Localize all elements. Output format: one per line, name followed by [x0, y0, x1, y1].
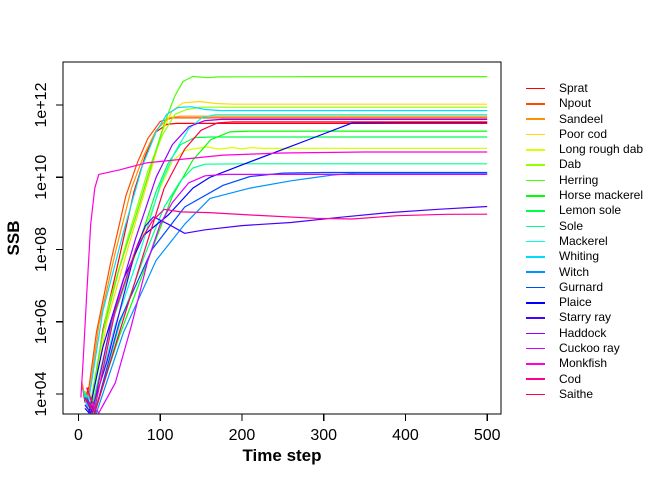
legend-label: Lemon sole: [559, 203, 622, 218]
legend-item: Saithe: [526, 387, 672, 402]
legend-line-swatch: [526, 210, 545, 212]
series-line-mackerel: [85, 114, 488, 412]
legend-item: Haddock: [526, 326, 672, 341]
legend-item: Cuckoo ray: [526, 341, 672, 356]
legend-line-swatch: [526, 302, 545, 304]
series-line-sole: [86, 163, 488, 414]
legend-item: Sprat: [526, 81, 672, 96]
legend-label: Long rough dab: [559, 142, 644, 157]
legend-item: Long rough dab: [526, 142, 672, 157]
legend-line-swatch: [526, 271, 545, 273]
legend-item: Cod: [526, 372, 672, 387]
legend-label: Dab: [559, 157, 582, 172]
legend-line-swatch: [526, 118, 545, 121]
legend: Sprat Npout Sandeel Poor cod Long rough dab D…: [526, 81, 672, 402]
x-tick-label: 300: [310, 427, 337, 444]
series-line-witch: [86, 172, 488, 414]
y-tick-label: 1e+10: [33, 155, 50, 200]
legend-label: Mackerel: [559, 233, 608, 248]
y-tick-label: 1e+04: [33, 371, 50, 416]
legend-label: Witch: [559, 264, 589, 279]
series-line-starry-ray: [84, 205, 488, 414]
y-axis-title: SSB: [4, 221, 23, 256]
legend-line-swatch: [526, 363, 545, 365]
legend-label: Horse mackerel: [559, 188, 644, 203]
legend-line-swatch: [526, 179, 545, 182]
legend-item: Mackerel: [526, 234, 672, 249]
legend-line-swatch: [526, 393, 545, 396]
legend-item: Poor cod: [526, 127, 672, 142]
legend-label: Poor cod: [559, 126, 608, 141]
legend-item: Sandeel: [526, 112, 672, 127]
legend-item: Dab: [526, 157, 672, 172]
series-line-herring: [84, 75, 488, 409]
legend-label: Sprat: [559, 81, 588, 95]
legend-label: Herring: [559, 172, 599, 187]
series-line-plaice: [84, 121, 488, 414]
series-line-gurnard: [86, 171, 488, 414]
series-lines: [80, 75, 488, 414]
y-tick-label: 1e+12: [33, 82, 50, 127]
legend-item: Horse mackerel: [526, 188, 672, 203]
series-line-whiting: [82, 106, 488, 409]
series-line-saithe: [86, 121, 488, 414]
legend-line-swatch: [526, 194, 545, 197]
legend-label: Sole: [559, 218, 584, 233]
legend-label: Monkfish: [559, 356, 608, 371]
legend-line-swatch: [526, 164, 545, 166]
legend-line-swatch: [526, 87, 545, 90]
legend-label: Plaice: [559, 295, 592, 310]
legend-item: Starry ray: [526, 310, 672, 325]
legend-label: Starry ray: [559, 310, 612, 325]
legend-item: Herring: [526, 173, 672, 188]
legend-item: Gurnard: [526, 280, 672, 295]
x-tick-label: 0: [74, 427, 83, 444]
legend-line-swatch: [526, 317, 545, 319]
axes: 0 100 200 300 400 500 1e+04 1e+06 1e+08 1e+10 1e+1…: [33, 61, 502, 444]
legend-line-swatch: [526, 378, 545, 381]
x-tick-label: 500: [474, 427, 501, 444]
series-line-poor-cod: [83, 100, 488, 413]
legend-item: Monkfish: [526, 356, 672, 371]
legend-item: Witch: [526, 265, 672, 280]
legend-item: Whiting: [526, 249, 672, 264]
legend-item: Sole: [526, 219, 672, 234]
y-tick-label: 1e+08: [33, 227, 50, 272]
legend-label: Whiting: [559, 249, 600, 264]
series-line-cuckoo-ray: [87, 173, 488, 414]
plot-box: [62, 61, 502, 415]
legend-label: Cuckoo ray: [559, 341, 620, 356]
legend-line-swatch: [526, 286, 545, 289]
legend-label: Cod: [559, 371, 582, 386]
legend-label: Npout: [559, 96, 592, 111]
legend-line-swatch: [526, 133, 545, 136]
x-axis-title: Time step: [242, 446, 321, 465]
legend-item: Lemon sole: [526, 203, 672, 218]
legend-label: Sandeel: [559, 111, 604, 126]
series-line-cod: [86, 208, 488, 409]
legend-label: Gurnard: [559, 279, 604, 294]
x-tick-label: 100: [147, 427, 174, 444]
legend-line-swatch: [526, 347, 545, 350]
y-tick-label: 1e+06: [33, 299, 50, 344]
x-tick-label: 200: [229, 427, 256, 444]
legend-item: Npout: [526, 96, 672, 111]
legend-item: Plaice: [526, 295, 672, 310]
legend-line-swatch: [526, 240, 545, 243]
series-line-monkfish: [80, 151, 488, 398]
legend-line-swatch: [526, 225, 545, 228]
legend-label: Haddock: [559, 325, 607, 340]
legend-line-swatch: [526, 149, 545, 151]
series-line-sandeel: [81, 115, 488, 409]
x-tick-label: 400: [392, 427, 419, 444]
legend-line-swatch: [526, 332, 545, 335]
legend-line-swatch: [526, 256, 545, 258]
legend-line-swatch: [526, 103, 545, 105]
legend-label: Saithe: [559, 386, 594, 401]
